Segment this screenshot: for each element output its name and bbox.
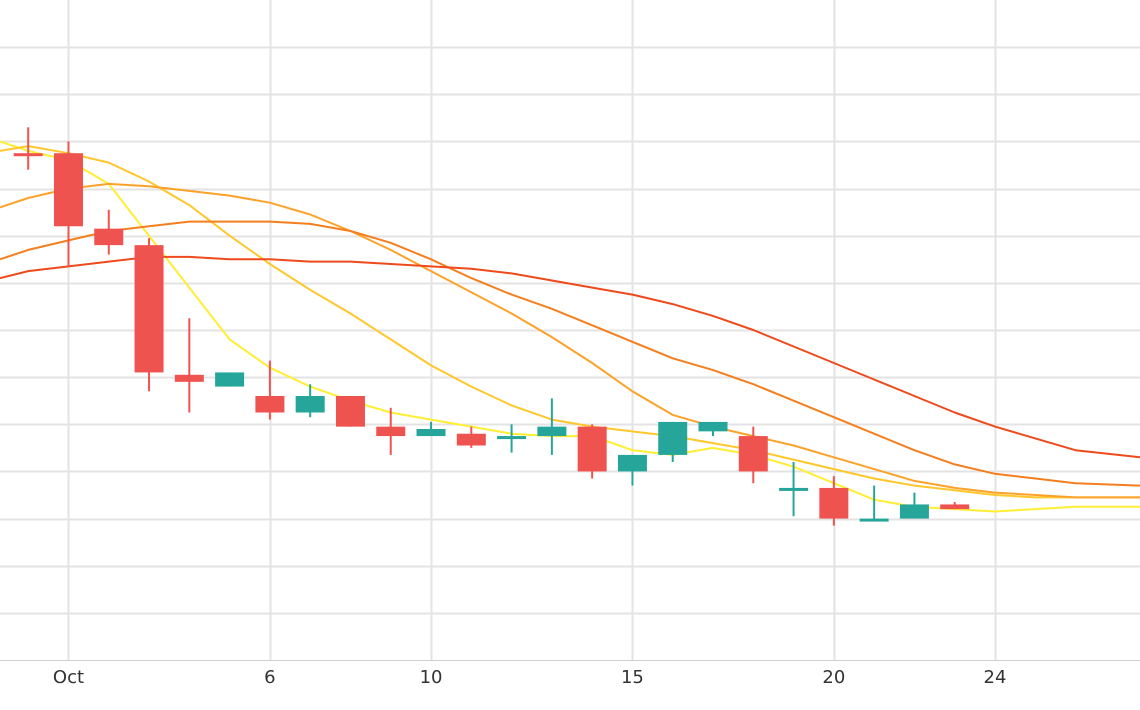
candle — [215, 372, 245, 387]
candle — [859, 485, 889, 522]
moving-average-line-1 — [0, 140, 1140, 513]
candle — [13, 127, 43, 170]
candle — [456, 426, 486, 448]
candle-body — [899, 504, 929, 519]
grid — [0, 0, 1140, 660]
candle-body — [174, 374, 204, 382]
candle-body — [859, 518, 889, 522]
candle — [819, 476, 849, 526]
candle — [779, 462, 809, 517]
candle-body — [537, 426, 567, 437]
candle — [497, 424, 527, 453]
candle — [617, 454, 647, 486]
candle-body — [53, 153, 83, 227]
candle — [940, 502, 970, 510]
candle — [255, 360, 285, 420]
candle — [537, 398, 567, 455]
x-tick-label: 6 — [264, 667, 275, 688]
candle-body — [577, 426, 607, 472]
candle — [416, 421, 446, 437]
candle — [376, 407, 406, 455]
candle — [658, 421, 688, 462]
candle-body — [456, 433, 486, 446]
x-tick-label: 15 — [621, 667, 644, 688]
candle — [174, 318, 204, 413]
moving-average-line-2 — [0, 145, 1140, 499]
candle-body — [13, 153, 43, 157]
x-tick-label: Oct — [53, 667, 84, 688]
candle — [134, 238, 164, 392]
candle-body — [617, 454, 647, 472]
candle — [899, 492, 929, 519]
candle-body — [497, 436, 527, 440]
candle-body — [335, 396, 365, 427]
candle-body — [779, 487, 809, 491]
candle-body — [738, 436, 768, 472]
candle-body — [376, 426, 406, 437]
x-tick-label: 10 — [420, 667, 443, 688]
candle — [738, 426, 768, 484]
candle-body — [819, 487, 849, 519]
candle-body — [940, 504, 970, 510]
candle — [577, 424, 607, 479]
moving-average-line-4 — [0, 220, 1140, 487]
candle-body — [658, 421, 688, 455]
candle-body — [255, 396, 285, 413]
candle-body — [416, 429, 446, 437]
candle — [698, 421, 728, 437]
candle — [295, 384, 325, 418]
candle-body — [94, 228, 124, 246]
moving-average-lines — [0, 140, 1140, 513]
x-tick-label: 20 — [822, 667, 845, 688]
moving-average-line-3 — [0, 182, 1140, 499]
x-axis: Oct 6 10 15 20 24 — [0, 660, 1140, 688]
candle-body — [698, 421, 728, 432]
candle-body — [134, 245, 164, 373]
candle-body — [215, 372, 245, 387]
x-tick-label: 24 — [984, 667, 1007, 688]
candles — [13, 127, 970, 526]
candle — [94, 209, 124, 255]
candle — [335, 396, 365, 427]
candle-body — [295, 396, 325, 413]
candle — [53, 141, 83, 267]
moving-average-line-5 — [0, 255, 1140, 459]
